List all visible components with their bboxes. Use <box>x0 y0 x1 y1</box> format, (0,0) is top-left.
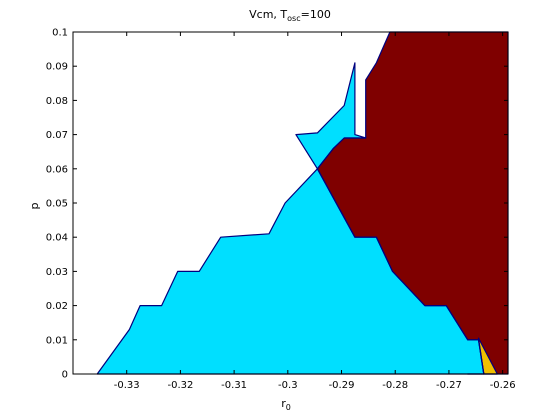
x-tick-label: -0.33 <box>114 380 140 391</box>
chart-title-main: Vcm, T <box>249 8 287 21</box>
y-tick-label: 0 <box>62 370 68 381</box>
y-tick-label: 0.1 <box>52 28 68 39</box>
y-tick-label: 0.02 <box>46 301 68 312</box>
phase-regions <box>97 32 508 375</box>
x-axis-label-sub: 0 <box>286 403 291 412</box>
x-axis-label-main: r <box>281 397 286 410</box>
x-tick-label: -0.31 <box>221 380 247 391</box>
x-tick-label: -0.3 <box>278 380 298 391</box>
region-boundary-1 <box>96 62 485 375</box>
y-tick-label: 0.07 <box>46 130 68 141</box>
y-tick-label: 0.08 <box>46 96 68 107</box>
y-tick-label: 0.04 <box>46 233 68 244</box>
x-axis-ticks: -0.33 -0.32 -0.31 -0.3 -0.29 -0.28 -0.27 -0.26 <box>114 32 516 391</box>
chart-title-sub: osc <box>287 14 300 23</box>
region-1 <box>97 62 484 375</box>
y-tick-label: 0.05 <box>46 199 68 210</box>
x-tick-label: -0.32 <box>167 380 193 391</box>
x-tick-label: -0.27 <box>436 380 462 391</box>
chart-title: Vcm, Tosc=100 <box>249 8 331 23</box>
y-tick-label: 0.09 <box>46 62 68 73</box>
y-tick-label: 0.06 <box>46 164 68 175</box>
chart-title-tail: =100 <box>301 8 331 21</box>
x-tick-label: -0.28 <box>382 380 408 391</box>
y-tick-label: 0.03 <box>46 267 68 278</box>
x-tick-label: -0.26 <box>490 380 516 391</box>
x-axis-label: r0 <box>281 397 291 412</box>
x-tick-label: -0.29 <box>329 380 355 391</box>
y-axis-ticks: 0 0.01 0.02 0.03 0.04 0.05 0.06 0.07 0.08 0.09 0.1 <box>46 28 508 381</box>
y-tick-label: 0.01 <box>46 335 68 346</box>
y-axis-label: p <box>28 202 41 209</box>
region-0 <box>317 32 508 374</box>
